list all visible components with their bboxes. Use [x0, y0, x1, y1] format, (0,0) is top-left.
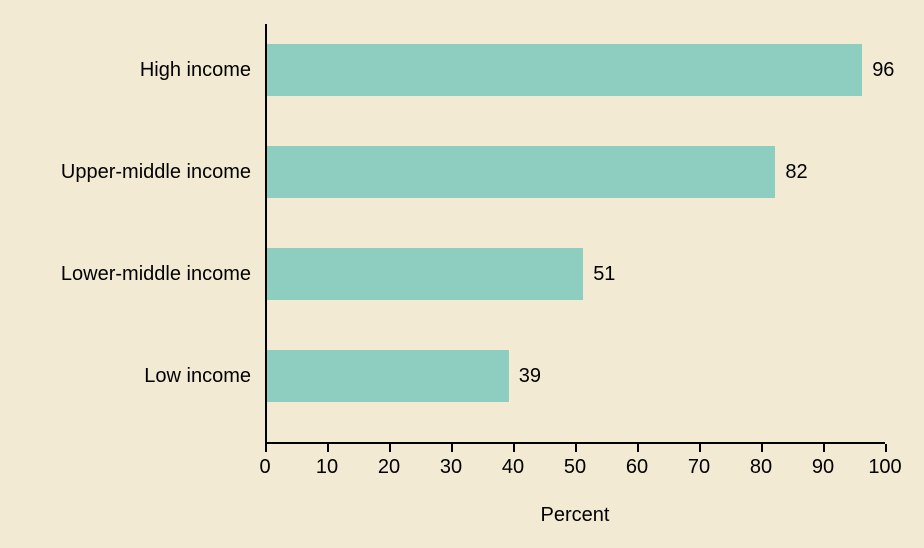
category-label: Low income: [144, 366, 265, 386]
bar: 96: [267, 44, 862, 96]
x-tick-label: 30: [440, 444, 462, 479]
x-tick-label: 80: [750, 444, 772, 479]
chart-container: 96High income82Upper-middle income51Lowe…: [0, 0, 924, 548]
value-label: 82: [775, 162, 807, 182]
category-label: Upper-middle income: [61, 162, 265, 182]
bar: 39: [267, 350, 509, 402]
x-tick-label: 40: [502, 444, 524, 479]
x-tick-label: 20: [378, 444, 400, 479]
x-tick-label: 60: [626, 444, 648, 479]
bar-row: 96High income: [265, 44, 885, 96]
bar-row: 39Low income: [265, 350, 885, 402]
category-label: Lower-middle income: [61, 264, 265, 284]
plot-area: 96High income 82Upper-middle income 51Lowe…: [265, 24, 885, 444]
x-tick-label: 70: [688, 444, 710, 479]
value-label: 96: [862, 60, 894, 80]
x-tick-label: 0: [259, 444, 270, 479]
category-label: High income: [140, 60, 265, 80]
bar: 51: [267, 248, 583, 300]
x-tick-label: 50: [564, 444, 586, 479]
value-label: 39: [509, 366, 541, 386]
value-label: 51: [583, 264, 615, 284]
bar-row: 82Upper-middle income: [265, 146, 885, 198]
x-axis-title: Percent: [541, 504, 610, 527]
x-tick-label: 90: [812, 444, 834, 479]
x-tick-label: 10: [316, 444, 338, 479]
bar: 82: [267, 146, 775, 198]
bar-row: 51Lower-middle income: [265, 248, 885, 300]
x-tick-label: 100: [868, 444, 901, 479]
